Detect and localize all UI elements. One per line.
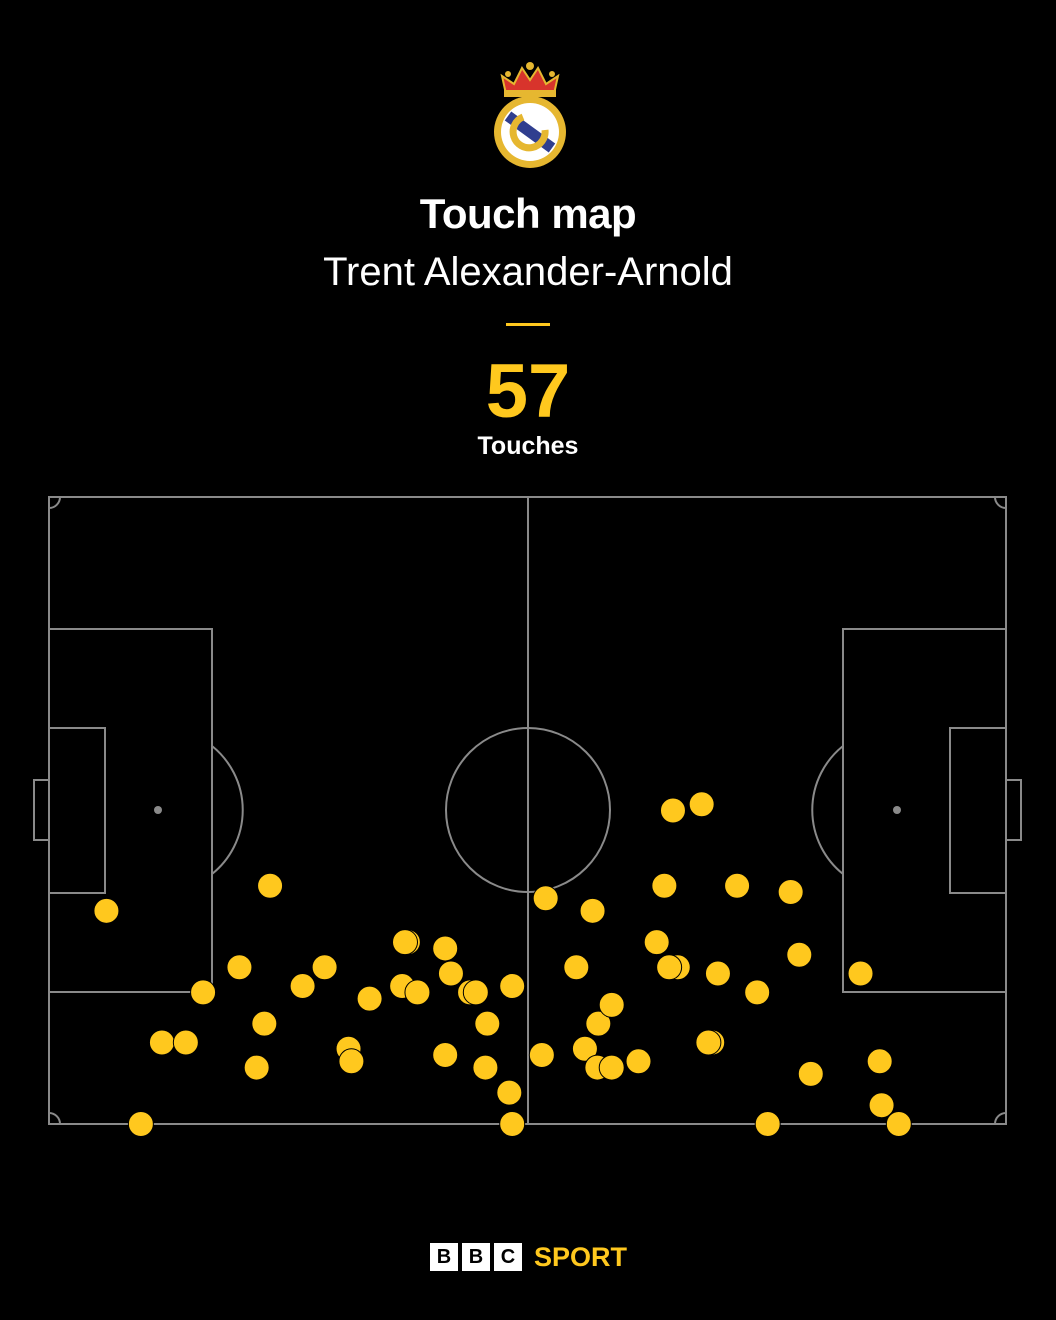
touch-point [656, 954, 683, 981]
right-penalty-area [842, 628, 1007, 993]
touch-point [571, 1035, 598, 1062]
left-penalty-arc [211, 745, 244, 875]
corner-arc-bottom-right [994, 1112, 1007, 1125]
touch-points [93, 791, 912, 1137]
touch-point [704, 960, 731, 987]
corner-arc-top-left [48, 496, 61, 509]
touch-count: 57 [485, 349, 571, 434]
touch-point [847, 960, 874, 987]
bbc-letter: B [430, 1243, 458, 1271]
pitch-markings [33, 496, 1022, 1125]
touch-point [311, 954, 338, 981]
corner-arc-top-right [994, 496, 1007, 509]
centre-circle [445, 727, 611, 893]
left-goal [33, 779, 50, 841]
touch-point [496, 1079, 523, 1106]
touch-point [659, 797, 686, 824]
touch-count-label: Touches [477, 432, 579, 460]
touch-point [338, 1048, 365, 1075]
touch-point [437, 960, 464, 987]
page-title: Touch map [419, 190, 637, 237]
touch-point [688, 791, 715, 818]
right-penalty-arc [811, 745, 844, 875]
left-six-yard-box [48, 727, 106, 894]
touch-point [432, 1042, 459, 1069]
touch-point [744, 979, 771, 1006]
touch-point [499, 1111, 526, 1137]
real-madrid-crest-icon [494, 62, 566, 168]
touch-point [190, 979, 217, 1006]
touch-point [148, 1029, 175, 1056]
touch-point [356, 985, 383, 1012]
bbc-sport-logo: B B C SPORT [430, 1241, 628, 1272]
touch-point [579, 897, 606, 924]
right-penalty-spot [893, 806, 901, 814]
touch-point [786, 941, 813, 968]
touch-point [643, 929, 670, 956]
title-divider [506, 323, 550, 326]
touch-point [432, 935, 459, 962]
touch-point [625, 1048, 652, 1075]
left-penalty-area [48, 628, 213, 993]
touch-point [474, 1010, 501, 1037]
touch-point [127, 1111, 154, 1137]
bbc-letter: B [462, 1243, 490, 1271]
touch-point [797, 1060, 824, 1087]
touch-point [754, 1111, 781, 1137]
touch-point [499, 973, 526, 1000]
touch-point [885, 1111, 912, 1137]
touch-point [695, 1029, 722, 1056]
touch-point [404, 979, 431, 1006]
touch-point [289, 973, 316, 1000]
touch-point [868, 1092, 895, 1119]
right-goal [1005, 779, 1022, 841]
sport-wordmark: SPORT [534, 1241, 628, 1272]
touch-point [777, 879, 804, 906]
player-name: Trent Alexander-Arnold [323, 250, 733, 294]
corner-arc-bottom-left [48, 1112, 61, 1125]
touch-point [243, 1054, 270, 1081]
touch-point [392, 929, 419, 956]
touch-point [528, 1042, 555, 1069]
touch-point [257, 872, 284, 899]
bbc-letter: C [494, 1243, 522, 1271]
touch-point [563, 954, 590, 981]
touch-point [724, 872, 751, 899]
touch-point [651, 872, 678, 899]
touch-point [598, 991, 625, 1018]
touch-point [226, 954, 253, 981]
touch-point [598, 1054, 625, 1081]
touch-point [462, 979, 489, 1006]
right-six-yard-box [949, 727, 1007, 894]
touch-point [251, 1010, 278, 1037]
touch-point [866, 1048, 893, 1075]
touch-point [532, 885, 559, 912]
touch-point [93, 897, 120, 924]
touch-point [585, 1010, 612, 1037]
touch-point [472, 1054, 499, 1081]
touch-point [172, 1029, 199, 1056]
left-penalty-spot [154, 806, 162, 814]
